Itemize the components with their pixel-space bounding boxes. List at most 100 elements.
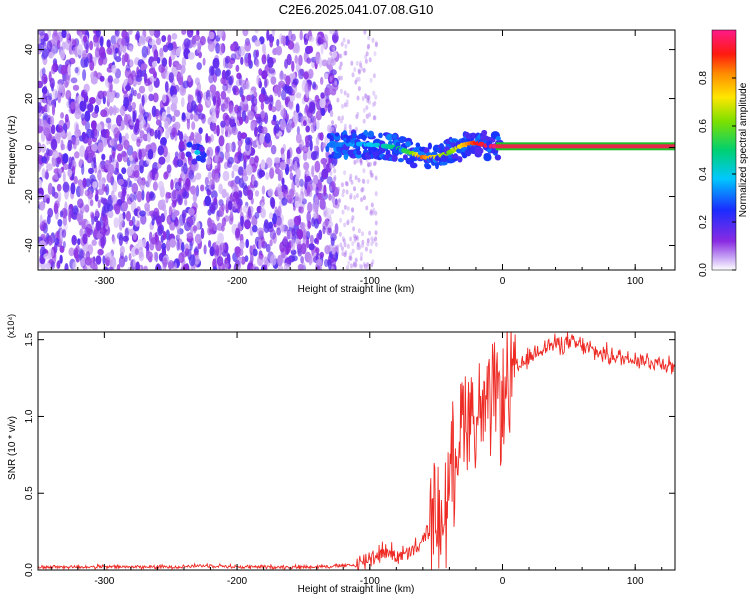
noise-speckle xyxy=(359,158,363,164)
noise-speckle xyxy=(113,127,120,139)
noise-speckle xyxy=(119,245,125,255)
noise-speckle xyxy=(83,35,88,43)
noise-speckle xyxy=(289,165,293,173)
noise-speckle xyxy=(62,153,69,164)
noise-speckle xyxy=(324,73,329,80)
noise-speckle xyxy=(246,94,252,102)
noise-speckle xyxy=(149,192,156,201)
noise-speckle xyxy=(330,257,337,268)
noise-speckle xyxy=(65,74,70,87)
noise-speckle xyxy=(97,169,102,181)
noise-speckle xyxy=(211,90,217,98)
noise-speckle xyxy=(52,88,59,99)
noise-speckle xyxy=(332,30,336,36)
noise-speckle xyxy=(72,205,79,215)
noise-speckle xyxy=(210,190,218,200)
noise-speckle xyxy=(193,34,201,42)
noise-speckle xyxy=(269,239,273,247)
noise-speckle xyxy=(346,243,350,249)
noise-speckle xyxy=(260,159,266,170)
noise-speckle xyxy=(291,72,296,81)
noise-speckle xyxy=(148,67,156,75)
noise-speckle xyxy=(98,46,106,58)
noise-speckle xyxy=(271,213,277,225)
noise-speckle xyxy=(91,111,99,119)
noise-speckle xyxy=(183,162,188,175)
noise-speckle xyxy=(263,219,269,229)
noise-speckle xyxy=(295,92,302,99)
snr-y-axis: 0.0 0.5 1.0 1.5 xyxy=(24,332,675,577)
noise-speckle xyxy=(268,94,274,103)
noise-speckle xyxy=(280,105,285,117)
noise-speckle xyxy=(192,192,198,203)
noise-speckle xyxy=(57,39,61,50)
noise-speckle xyxy=(38,102,42,114)
noise-speckle xyxy=(344,43,348,49)
noise-speckle xyxy=(57,125,64,133)
noise-speckle xyxy=(72,261,77,270)
noise-speckle xyxy=(220,90,227,100)
noise-speckle xyxy=(171,115,176,123)
noise-speckle xyxy=(187,111,191,120)
noise-speckle xyxy=(65,89,72,100)
noise-speckle xyxy=(111,64,117,74)
signal-halo xyxy=(334,132,340,137)
noise-speckle xyxy=(323,42,327,49)
noise-speckle xyxy=(299,222,306,230)
noise-speckle xyxy=(259,133,265,144)
noise-speckle xyxy=(192,225,198,232)
noise-speckle xyxy=(367,35,371,41)
noise-speckle xyxy=(176,228,181,239)
noise-speckle xyxy=(339,88,343,94)
noise-speckle xyxy=(315,136,320,146)
noise-speckle xyxy=(144,78,151,87)
noise-speckle xyxy=(332,266,336,270)
noise-speckle xyxy=(124,227,129,239)
noise-speckle xyxy=(329,50,333,56)
noise-speckle xyxy=(235,259,240,267)
noise-speckle xyxy=(84,204,90,213)
noise-speckle xyxy=(112,258,117,269)
noise-speckle xyxy=(75,123,79,134)
noise-speckle xyxy=(183,139,187,151)
noise-speckle xyxy=(338,75,342,81)
noise-speckle xyxy=(261,70,268,80)
noise-speckle xyxy=(302,228,308,240)
noise-speckle xyxy=(269,168,274,180)
noise-speckle xyxy=(134,164,140,173)
noise-speckle xyxy=(41,168,46,179)
noise-speckle xyxy=(298,54,303,66)
noise-speckle xyxy=(362,107,366,113)
noise-speckle xyxy=(57,219,63,227)
signal-halo xyxy=(495,136,501,141)
noise-speckle xyxy=(366,114,370,120)
noise-speckle xyxy=(85,223,93,235)
noise-speckle xyxy=(167,34,172,43)
noise-speckle xyxy=(82,102,88,110)
noise-speckle xyxy=(295,133,302,144)
noise-speckle xyxy=(87,137,92,147)
noise-speckle xyxy=(222,83,229,92)
noise-speckle xyxy=(374,42,378,48)
noise-speckle xyxy=(90,120,97,130)
x-tick-label: -100 xyxy=(360,576,380,587)
noise-speckle xyxy=(134,248,139,256)
noise-speckle xyxy=(123,96,130,108)
colorbar-tick-label: 0.8 xyxy=(698,71,709,85)
noise-speckle xyxy=(175,63,182,71)
noise-speckle xyxy=(53,202,59,215)
noise-speckle xyxy=(245,137,251,146)
noise-speckle xyxy=(234,175,241,185)
noise-speckle xyxy=(274,84,280,94)
noise-speckle xyxy=(275,45,283,56)
noise-speckle xyxy=(162,44,169,53)
noise-speckle xyxy=(38,80,43,89)
noise-speckle xyxy=(310,151,317,161)
snr-series-line xyxy=(38,332,675,570)
noise-speckle xyxy=(307,201,313,214)
noise-speckle xyxy=(187,75,192,82)
noise-speckle xyxy=(151,105,157,118)
noise-speckle xyxy=(51,99,56,107)
noise-speckle xyxy=(152,181,158,191)
noise-speckle xyxy=(118,255,126,268)
